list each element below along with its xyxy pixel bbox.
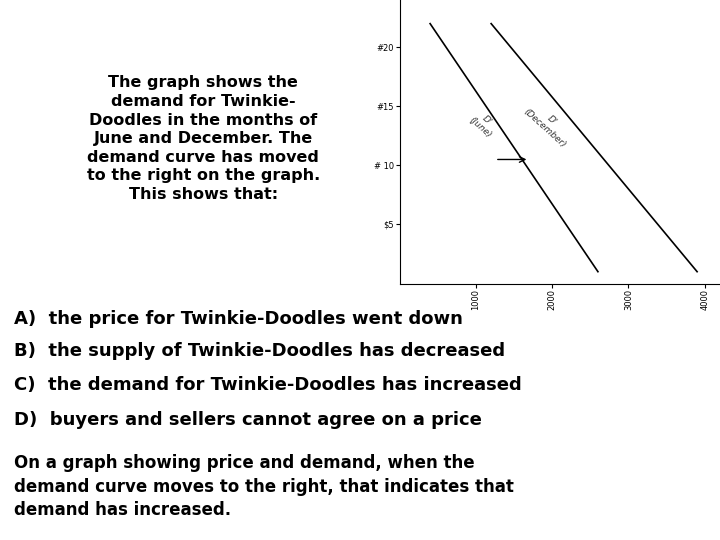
Text: The graph shows the
demand for Twinkie-
Doodles in the months of
June and Decemb: The graph shows the demand for Twinkie- … — [87, 76, 320, 202]
Text: D'
(December): D' (December) — [522, 99, 575, 149]
Text: D'
(June): D' (June) — [467, 108, 500, 140]
Text: B)  the supply of Twinkie-Doodles has decreased: B) the supply of Twinkie-Doodles has dec… — [14, 342, 505, 360]
Text: C)  the demand for Twinkie-Doodles has increased: C) the demand for Twinkie-Doodles has in… — [14, 376, 522, 394]
Text: A)  the price for Twinkie-Doodles went down: A) the price for Twinkie-Doodles went do… — [14, 309, 463, 328]
Text: On a graph showing price and demand, when the
demand curve moves to the right, t: On a graph showing price and demand, whe… — [14, 454, 514, 519]
Text: D)  buyers and sellers cannot agree on a price: D) buyers and sellers cannot agree on a … — [14, 410, 482, 429]
